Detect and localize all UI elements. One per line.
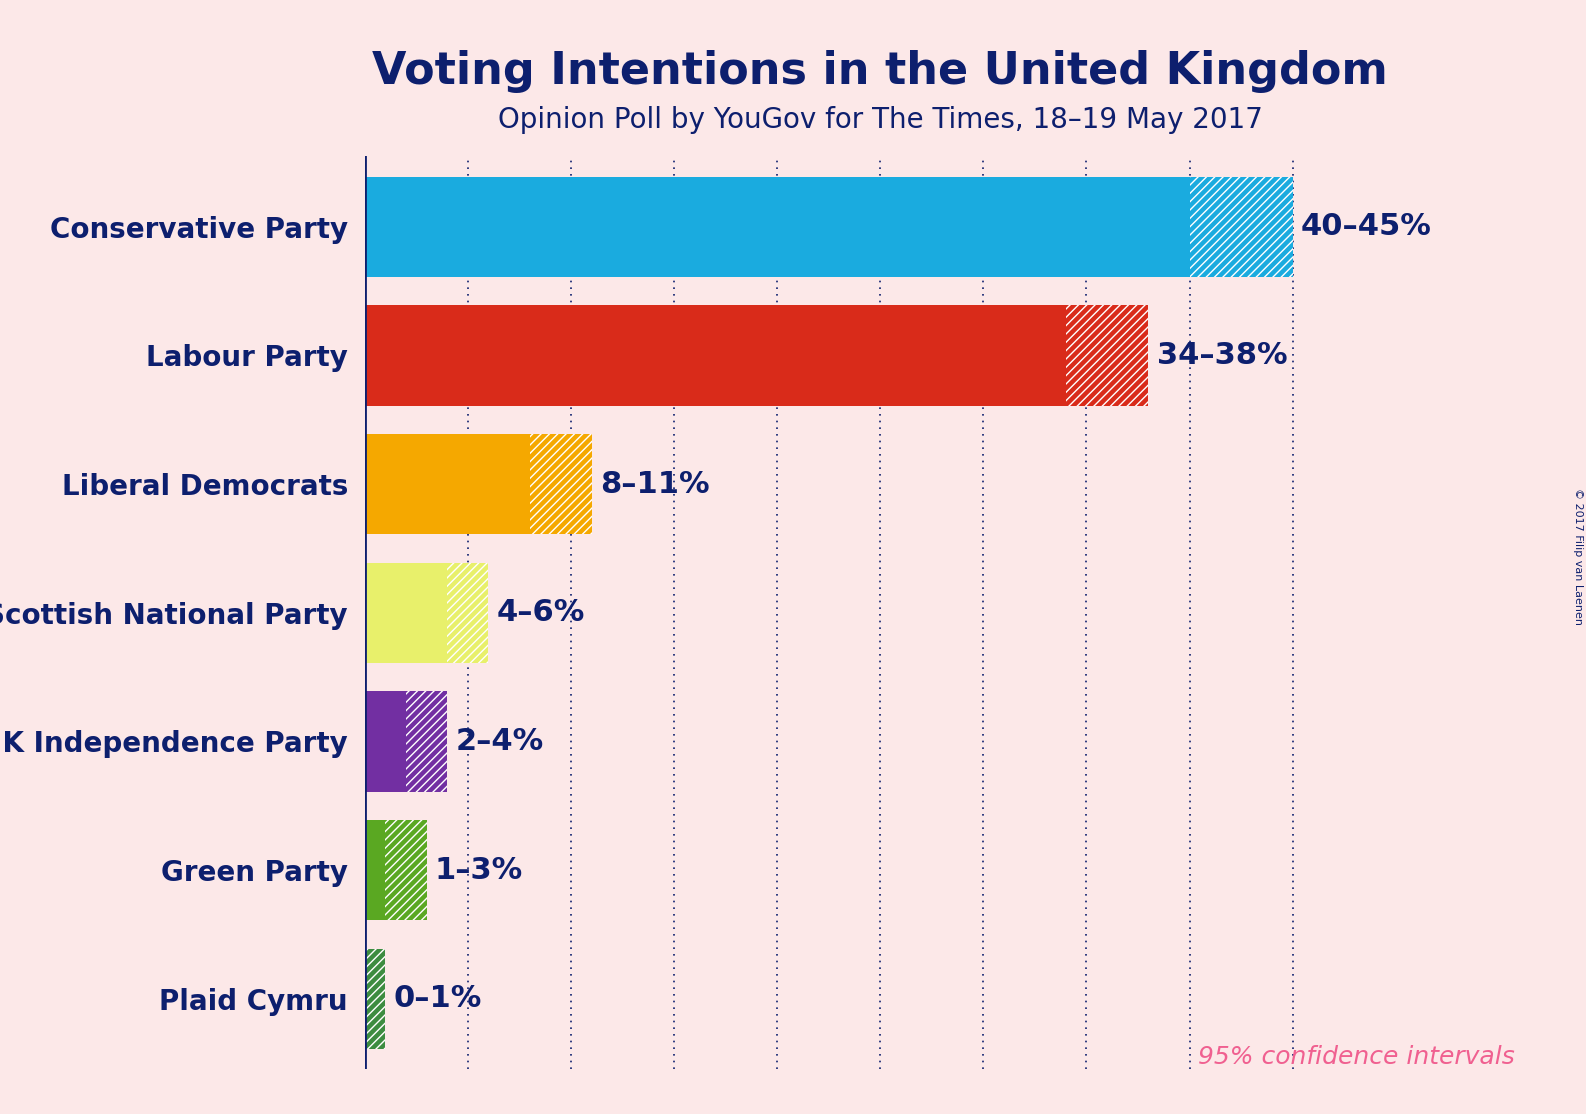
- Bar: [530, 433, 592, 535]
- Text: 34–38%: 34–38%: [1156, 341, 1288, 370]
- Bar: [1066, 305, 1148, 405]
- Text: © 2017 Filip van Laenen: © 2017 Filip van Laenen: [1573, 489, 1583, 625]
- Bar: [365, 176, 1190, 277]
- Bar: [385, 820, 427, 920]
- Bar: [365, 305, 1066, 405]
- Text: 2–4%: 2–4%: [455, 726, 544, 756]
- Bar: [365, 563, 447, 663]
- Bar: [406, 691, 447, 792]
- Bar: [530, 433, 592, 535]
- Bar: [365, 820, 385, 920]
- Bar: [447, 563, 488, 663]
- Bar: [365, 691, 406, 792]
- Text: 95% confidence intervals: 95% confidence intervals: [1197, 1045, 1515, 1069]
- Text: 40–45%: 40–45%: [1301, 213, 1432, 242]
- Bar: [1190, 176, 1293, 277]
- Bar: [365, 433, 530, 535]
- Text: 4–6%: 4–6%: [496, 598, 585, 627]
- Bar: [447, 563, 488, 663]
- Bar: [385, 820, 427, 920]
- Text: 8–11%: 8–11%: [600, 469, 709, 499]
- Bar: [406, 691, 447, 792]
- Text: Voting Intentions in the United Kingdom: Voting Intentions in the United Kingdom: [373, 50, 1388, 94]
- Bar: [365, 948, 385, 1049]
- Text: 1–3%: 1–3%: [435, 856, 523, 885]
- Bar: [1190, 176, 1293, 277]
- Text: 0–1%: 0–1%: [393, 984, 482, 1013]
- Text: Opinion Poll by YouGov for The Times, 18–19 May 2017: Opinion Poll by YouGov for The Times, 18…: [498, 106, 1262, 134]
- Bar: [365, 948, 385, 1049]
- Bar: [1066, 305, 1148, 405]
